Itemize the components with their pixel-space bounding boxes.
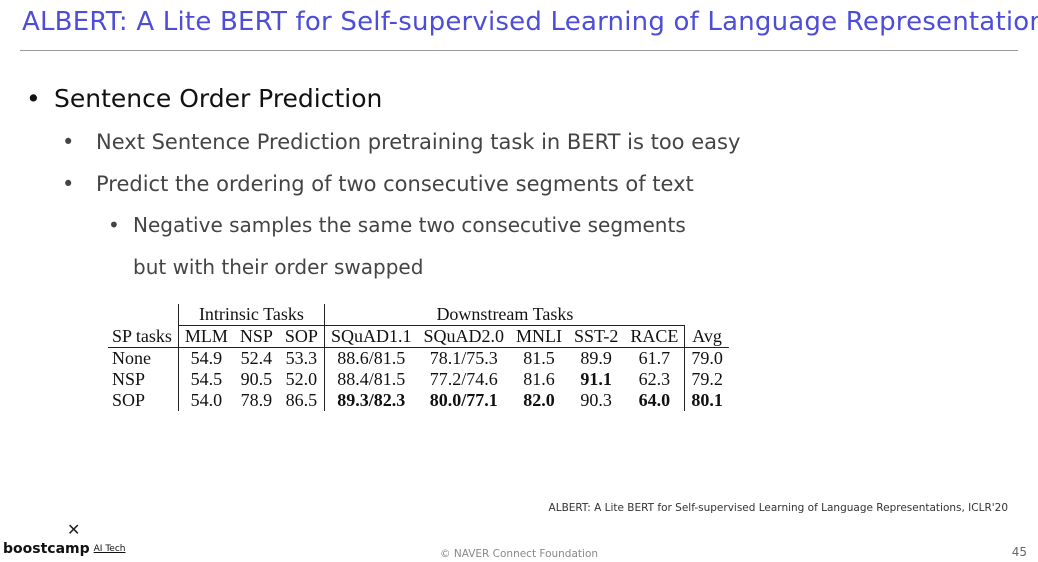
bullet-dot: • [62,172,75,196]
table-cell: 80.0/77.1 [429,390,498,410]
row-label: SOP [108,390,179,411]
sub-sub-bullet-line2: but with their order swapped [133,255,424,279]
title-divider [20,50,1018,51]
bullet-dot: • [62,130,75,154]
sub-bullet-1-text: Next Sentence Prediction pretraining tas… [96,130,741,154]
table-cell: 52.4 [240,348,273,368]
table-cell: 52.0 [278,369,325,390]
table-row: None 54.9 52.4 53.3 88.6/81.5 78.1/75.3 … [108,347,729,369]
col-header-mnli: MNLI [509,325,568,348]
table-cell: 89.9 [580,348,612,368]
table-cell: 54.9 [190,348,223,368]
sub-sub-bullet-continuation: but with their order swapped [133,255,423,279]
table-cell: 79.0 [691,348,723,368]
logo-subtext: AI Tech [93,544,126,554]
table-cell: 81.5 [523,348,555,368]
main-bullet: • Sentence Order Prediction [26,84,382,113]
citation: ALBERT: A Lite BERT for Self-supervised … [548,502,1008,514]
sub-bullet-1: • Next Sentence Prediction pretraining ta… [62,130,740,154]
sub-sub-bullet: • Negative samples the same two consecuti… [108,213,686,237]
logo-text: boostcamp [3,541,90,557]
table-cell: 82.0 [523,390,555,410]
boostcamp-logo: boostcamp AI Tech [3,541,125,557]
table-cell: 86.5 [278,390,325,411]
table-row: SOP 54.0 78.9 86.5 89.3/82.3 80.0/77.1 8… [108,390,729,411]
table-group-header-row: Intrinsic Tasks Downstream Tasks [108,304,729,326]
table-cell: 54.0 [190,390,223,410]
col-header-squad11: SQuAD1.1 [324,325,418,348]
table-corner-cell [108,304,179,326]
sub-bullet-2: • Predict the ordering of two consecutive… [62,172,694,196]
table-row: NSP 54.5 90.5 52.0 88.4/81.5 77.2/74.6 8… [108,369,729,390]
row-label: NSP [108,369,179,390]
table-cell: 90.3 [580,390,612,410]
table-cell: 80.1 [691,390,723,410]
table-empty-cell [685,304,729,326]
col-header-sst2: SST-2 [567,325,625,348]
table-cell: 88.6/81.5 [337,348,406,368]
page-number: 45 [1011,545,1027,559]
table-header-row: SP tasks MLM NSP SOP SQuAD1.1 SQuAD2.0 M… [108,325,729,348]
logo-cross-icon: ✕ [67,520,81,539]
intrinsic-tasks-header: Intrinsic Tasks [178,304,325,326]
col-header-mlm: MLM [178,325,234,348]
col-header-race: RACE [624,325,686,348]
sub-sub-bullet-line1: Negative samples the same two consecutiv… [133,213,686,237]
table-cell: 88.4/81.5 [337,369,406,389]
table-cell: 79.2 [691,369,723,389]
sub-bullet-2-text: Predict the ordering of two consecutive … [96,172,694,196]
col-header-squad20: SQuAD2.0 [417,325,510,348]
table-cell: 61.7 [624,347,686,369]
main-bullet-text: Sentence Order Prediction [54,84,383,113]
row-label: None [108,347,179,369]
col-header-avg: Avg [684,325,729,348]
results-table: Intrinsic Tasks Downstream Tasks SP task… [108,304,729,411]
col-header-sop: SOP [278,325,325,348]
table-cell: 90.5 [240,369,273,389]
bullet-dot: • [108,213,120,237]
col-header-sp-tasks: SP tasks [108,325,179,348]
table-cell: 89.3/82.3 [337,390,406,410]
table-cell: 64.0 [624,390,686,411]
table-cell: 62.3 [624,369,686,390]
copyright: © NAVER Connect Foundation [440,548,599,560]
table-cell: 53.3 [278,347,325,369]
slide-title: ALBERT: A Lite BERT for Self-supervised … [22,7,1038,37]
table-cell: 81.6 [523,369,555,389]
col-header-nsp: NSP [233,325,279,348]
table-cell: 91.1 [580,369,612,389]
bullet-dot: • [26,84,41,113]
table-cell: 78.1/75.3 [429,348,498,368]
downstream-tasks-header: Downstream Tasks [324,304,685,326]
table-cell: 77.2/74.6 [429,369,498,389]
table-cell: 78.9 [240,390,273,410]
table-cell: 54.5 [190,369,223,389]
